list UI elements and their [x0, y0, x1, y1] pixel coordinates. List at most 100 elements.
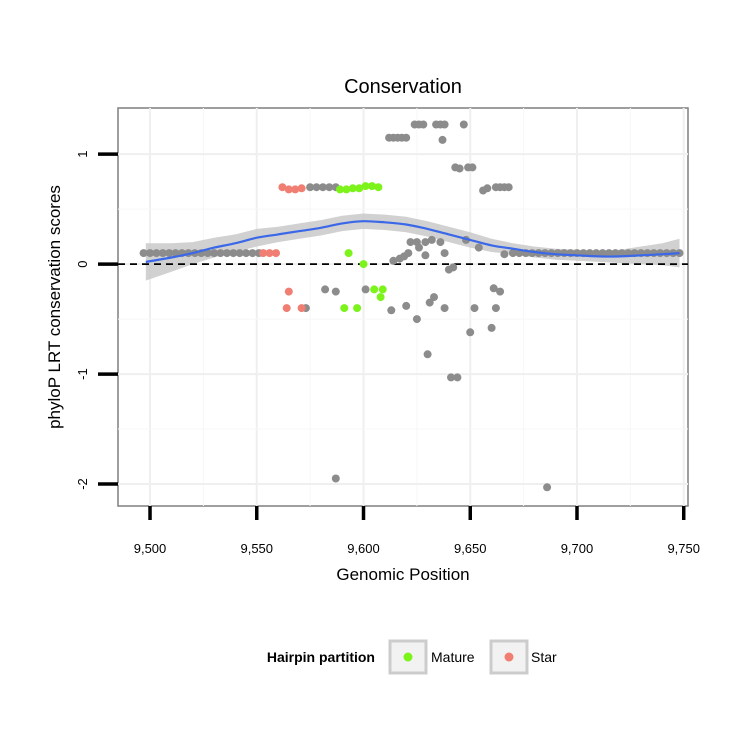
point-other [248, 249, 257, 258]
smooth-curve [145, 220, 680, 263]
point-mature [336, 185, 344, 194]
point-star [259, 249, 268, 258]
point-other [449, 263, 458, 272]
point-mature [355, 184, 364, 193]
point-star [297, 304, 306, 313]
point-star [265, 249, 274, 258]
point-other [318, 183, 327, 192]
point-other [455, 164, 464, 173]
point-other [402, 301, 411, 310]
grid-lines [118, 108, 688, 506]
x-tick-label: 9,700 [561, 541, 594, 556]
point-other [146, 249, 154, 258]
point-other [415, 243, 423, 252]
legend-key-mature-dot [403, 652, 413, 662]
point-star [272, 249, 280, 258]
y-tick-label: -1 [75, 368, 90, 380]
point-mature [342, 185, 351, 194]
point-other [543, 483, 552, 492]
point-other [468, 163, 477, 172]
confidence-band [145, 213, 680, 281]
point-other [453, 373, 462, 382]
point-mature [376, 293, 385, 302]
point-other [152, 249, 161, 258]
point-other [222, 249, 231, 258]
point-other [605, 249, 613, 258]
point-mature [368, 182, 376, 191]
point-star [282, 304, 291, 313]
legend-label-mature: Mature [431, 649, 475, 665]
point-other [361, 285, 370, 294]
point-other [430, 293, 438, 302]
y-tick-label: 0 [75, 260, 90, 267]
point-other [402, 133, 411, 142]
point-other [210, 249, 219, 258]
confidence-band-area [145, 213, 680, 281]
point-other [171, 249, 180, 258]
point-other [474, 243, 483, 252]
point-other [425, 298, 434, 307]
point-other [331, 287, 340, 296]
point-other [440, 120, 449, 129]
point-other [598, 249, 607, 258]
point-other [447, 373, 455, 382]
point-mature [344, 249, 353, 258]
point-other [489, 284, 498, 293]
legend: Hairpin partition Mature Star [267, 639, 557, 675]
point-other [496, 287, 505, 296]
point-star [278, 183, 287, 192]
point-other [617, 249, 626, 258]
point-other [500, 250, 509, 259]
point-other [331, 474, 340, 483]
point-mature [340, 304, 349, 313]
point-other [229, 249, 238, 258]
point-other [389, 256, 398, 265]
point-other [483, 184, 492, 193]
x-tick-label: 9,650 [454, 541, 487, 556]
point-other [216, 249, 225, 258]
point-other [440, 249, 449, 258]
point-other [466, 328, 475, 337]
point-other [592, 249, 601, 258]
point-other [325, 183, 334, 192]
point-other [423, 350, 432, 359]
point-other [312, 183, 321, 192]
point-other [427, 235, 436, 244]
point-other [491, 304, 500, 313]
point-other [487, 323, 496, 332]
point-other [508, 249, 517, 258]
point-other [438, 135, 447, 144]
point-other [404, 249, 413, 258]
x-tick-label: 9,550 [240, 541, 273, 556]
point-other [412, 315, 421, 324]
point-star [297, 184, 306, 193]
point-other [235, 249, 244, 258]
point-other [387, 306, 396, 315]
chart-title: Conservation [344, 76, 462, 98]
point-other [611, 249, 620, 258]
point-other [470, 304, 479, 313]
point-mature [361, 182, 370, 191]
point-other [139, 249, 148, 258]
point-star [284, 287, 293, 296]
point-other [242, 249, 251, 258]
legend-key-star-dot [504, 652, 514, 662]
legend-label-star: Star [531, 649, 557, 665]
x-tick-label: 9,750 [667, 541, 700, 556]
point-other [419, 120, 428, 129]
point-mature [353, 304, 362, 313]
point-other [436, 238, 445, 247]
point-other [421, 251, 430, 260]
x-tick-label: 9,500 [134, 541, 167, 556]
point-other [459, 120, 468, 129]
point-star [284, 185, 293, 194]
point-other [421, 238, 430, 247]
point-other [406, 238, 415, 247]
point-other [440, 304, 449, 313]
point-star [291, 185, 300, 194]
point-other [306, 183, 315, 192]
point-other [321, 285, 330, 294]
y-tick-label: 1 [75, 151, 90, 158]
point-other [504, 183, 513, 192]
point-other [165, 249, 174, 258]
